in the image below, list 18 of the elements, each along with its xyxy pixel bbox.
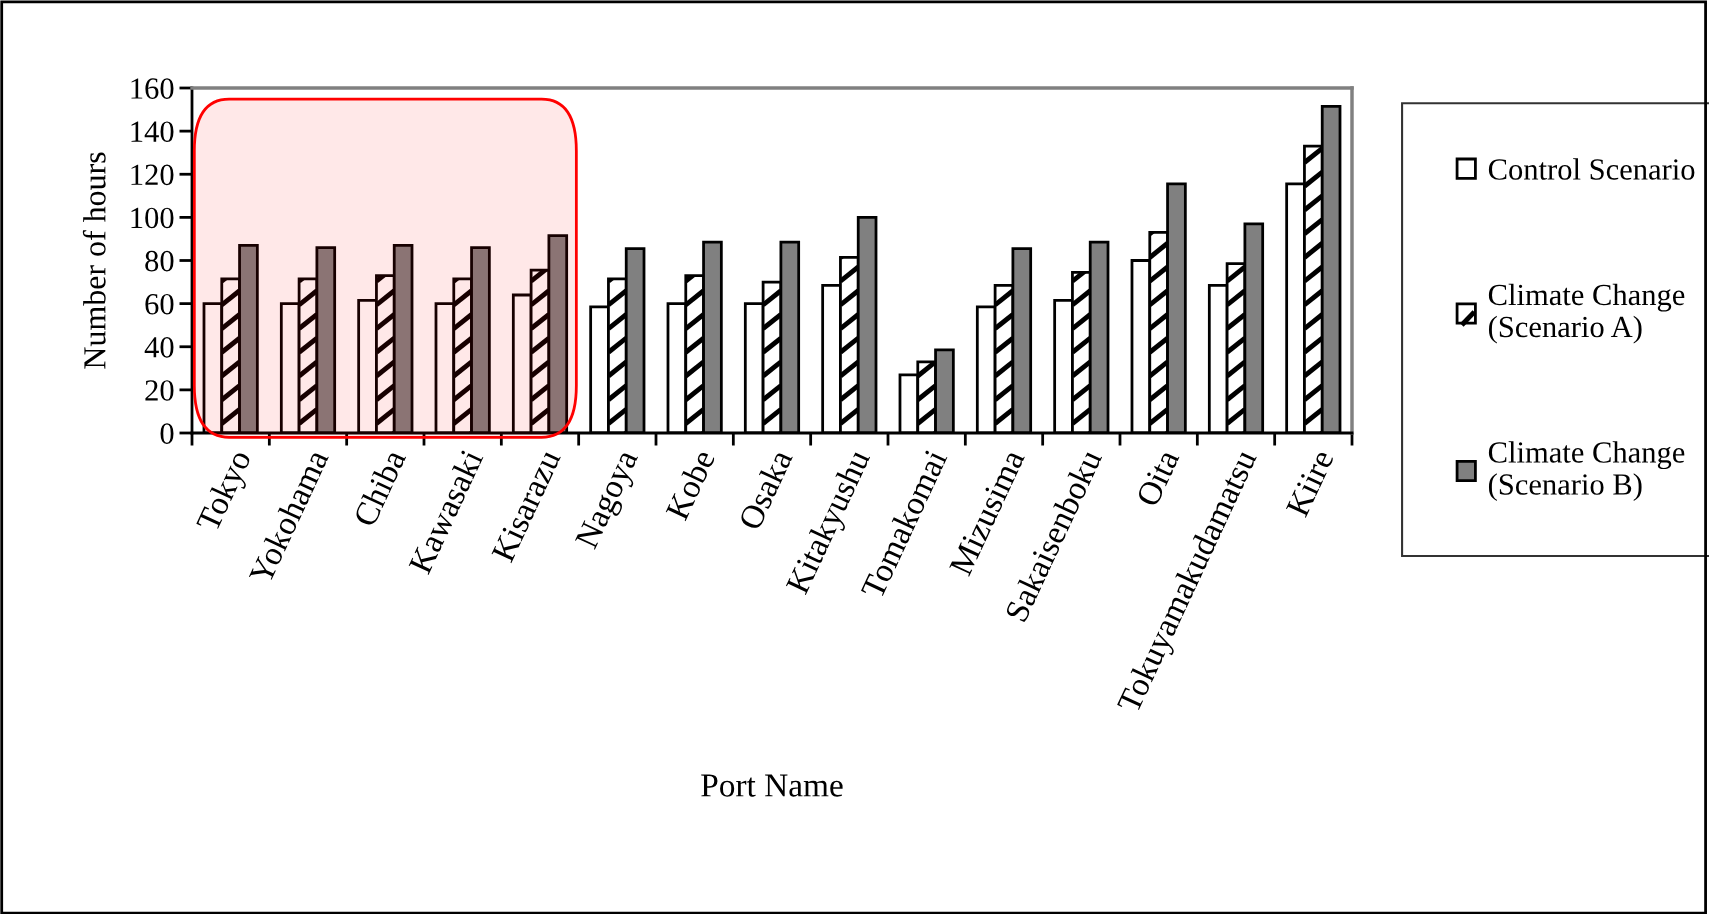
y-tick-label: 0 [160,423,174,444]
y-tick-label: 60 [145,293,174,315]
y-axis-title: Number of hours [82,152,106,369]
y-tick-label: 100 [131,207,174,229]
legend-label: Climate Change (Scenario A) [1488,283,1685,344]
x-tick-label: Kobe [664,447,716,522]
x-axis-title: Port Name [701,774,843,797]
y-tick-label: 20 [145,380,174,401]
y-tick-label: 80 [145,250,174,272]
y-tick-label: 120 [131,164,174,186]
y-tick-label: 40 [144,337,174,358]
legend-label: Climate Change (Scenario B) [1488,441,1685,502]
legend-label: Control Scenario [1488,158,1695,180]
x-tick-label: Tokyo [195,448,258,536]
y-tick-label: 160 [131,78,174,99]
x-tick-label: Kiire [1285,448,1335,519]
x-tick-label: Chiba [352,447,407,528]
y-tick-label: 140 [131,121,174,143]
